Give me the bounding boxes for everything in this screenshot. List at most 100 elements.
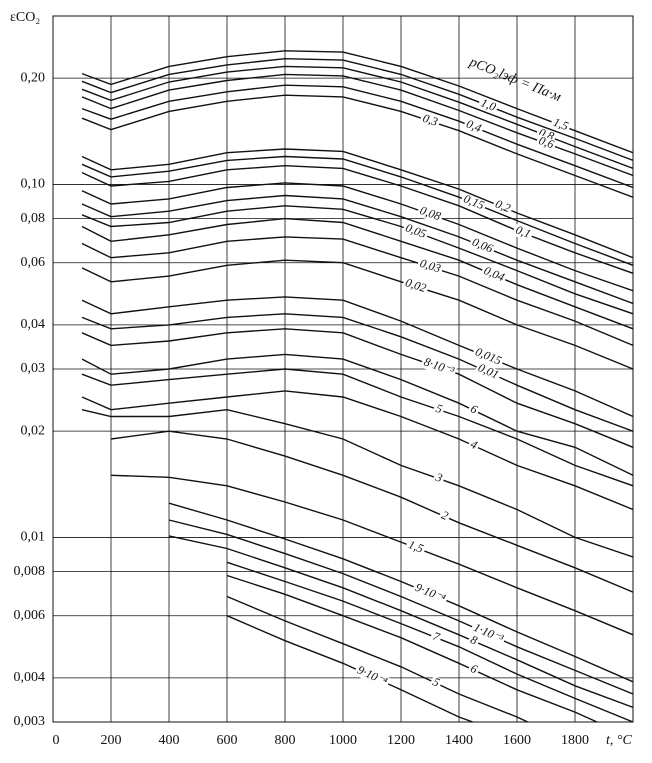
- y-tick-label: 0,003: [14, 714, 46, 729]
- curve: [81, 217, 633, 330]
- curve-label-group: 0,1: [511, 222, 534, 242]
- curve-label: 6: [468, 661, 479, 676]
- curve: [81, 353, 633, 476]
- curve-label-bg: [549, 116, 572, 135]
- curve: [81, 84, 633, 189]
- curve: [81, 94, 633, 198]
- curve-label-bg: [476, 96, 500, 115]
- curve: [81, 50, 633, 154]
- curve-label: 0,6: [537, 133, 556, 151]
- curve-label-bg: [479, 264, 508, 286]
- y-tick-label: 0,04: [21, 317, 46, 332]
- y-tick-label: 0,004: [14, 670, 46, 685]
- curve-label-group: 6: [466, 401, 481, 418]
- x-tick-label: 1000: [329, 733, 357, 748]
- curve: [81, 194, 633, 305]
- curve-label-bg: [416, 257, 444, 277]
- curve: [81, 390, 633, 511]
- curve-label: 1,0: [479, 95, 498, 114]
- curve-label-group: 0,08: [416, 203, 444, 225]
- curve-label-bg: [353, 663, 391, 690]
- curve-label-group: 9·10⁻⁴: [411, 580, 449, 607]
- curve: [110, 430, 633, 593]
- curves: [81, 50, 633, 722]
- curve-label-bg: [471, 345, 505, 369]
- curve-label-group: 0,02: [401, 275, 430, 296]
- curve-label-bg: [428, 630, 443, 645]
- y-tick-label: 0,008: [14, 564, 46, 579]
- curve-label: 9·10⁻⁴: [413, 580, 447, 605]
- curve-label-bg: [432, 402, 446, 417]
- curve: [81, 236, 633, 347]
- curve: [81, 408, 633, 558]
- curve-label-group: 1,5: [404, 537, 427, 557]
- curve-label-group: 5: [432, 401, 446, 417]
- curve-label-group: 8: [466, 632, 481, 649]
- x-tick-label: 400: [159, 733, 180, 748]
- curve-label: 5: [434, 401, 444, 416]
- curve-label-bg: [474, 361, 502, 383]
- curve-label-group: 9·10⁻⁴: [353, 663, 391, 690]
- x-tick-label: 0: [53, 733, 60, 748]
- curve-label-group: 0,06: [468, 235, 497, 257]
- curve: [81, 259, 633, 370]
- curve-label: 0,03: [418, 256, 442, 276]
- curve: [81, 65, 633, 170]
- x-tick-label: 1600: [503, 733, 531, 748]
- curve-label-bg: [401, 276, 430, 296]
- curve-label: 0,05: [404, 220, 429, 240]
- curve-label: 0,02: [404, 275, 428, 295]
- curve: [168, 519, 633, 695]
- y-tick-label: 0,10: [21, 177, 46, 192]
- curve-label: 1,5: [406, 537, 425, 555]
- curve: [226, 615, 475, 722]
- x-tick-label: 800: [275, 733, 296, 748]
- x-tick-label: 1200: [387, 733, 415, 748]
- curve-label-group: 1,5: [549, 115, 572, 135]
- curve-label-group: 0,03: [416, 256, 444, 277]
- y-tick-label: 0,06: [21, 255, 46, 270]
- curve-label-group: 0,05: [401, 220, 430, 242]
- curve-label: 7: [431, 629, 443, 645]
- y-tick-label: 0,006: [14, 608, 46, 623]
- y-tick-label: 0,20: [21, 70, 46, 85]
- curve-label-bg: [416, 204, 444, 225]
- curve-label-bg: [428, 675, 443, 691]
- curve: [168, 535, 633, 709]
- curve: [81, 313, 633, 432]
- curve-label: 0,3: [421, 111, 440, 129]
- curve-label: 5: [431, 674, 442, 689]
- curve-label-bg: [511, 223, 534, 242]
- x-tick-label: 1400: [445, 733, 473, 748]
- x-axis-label: t, °C: [606, 733, 632, 748]
- curve-label-group: 5: [428, 674, 443, 691]
- y-tick-label: 0,01: [21, 530, 46, 545]
- y-tick-label: 0,02: [21, 423, 46, 438]
- curve: [110, 474, 633, 636]
- curve-label-bg: [491, 197, 514, 217]
- curve-label: 8: [468, 632, 479, 647]
- curve-label-bg: [469, 621, 507, 647]
- curve: [81, 73, 633, 177]
- curve-label-group: 3: [431, 470, 446, 486]
- curve-label-bg: [419, 112, 441, 130]
- curve-label: 4: [468, 437, 479, 452]
- curve-label-bg: [431, 471, 446, 486]
- curve-label: 6: [468, 401, 479, 416]
- curve-label-bg: [411, 581, 449, 607]
- curve-label: 0,1: [514, 222, 533, 240]
- curve-label: 0,08: [418, 203, 442, 223]
- y-axis-label: εCO₂: [10, 10, 40, 25]
- curve: [81, 205, 633, 315]
- annotation: pCO₂lэф = Па·м: [466, 54, 563, 105]
- curve: [81, 296, 633, 418]
- curve-label-group: 6: [466, 661, 481, 678]
- curve-label-bg: [466, 633, 481, 649]
- curve-label-bg: [437, 508, 452, 524]
- curve: [226, 561, 633, 722]
- curve: [81, 57, 633, 162]
- curve-label: 9·10⁻⁴: [355, 663, 389, 689]
- curve-label: 0,2: [493, 197, 512, 216]
- curve-label-group: 0,2: [491, 197, 514, 217]
- curve-label-bg: [420, 355, 458, 379]
